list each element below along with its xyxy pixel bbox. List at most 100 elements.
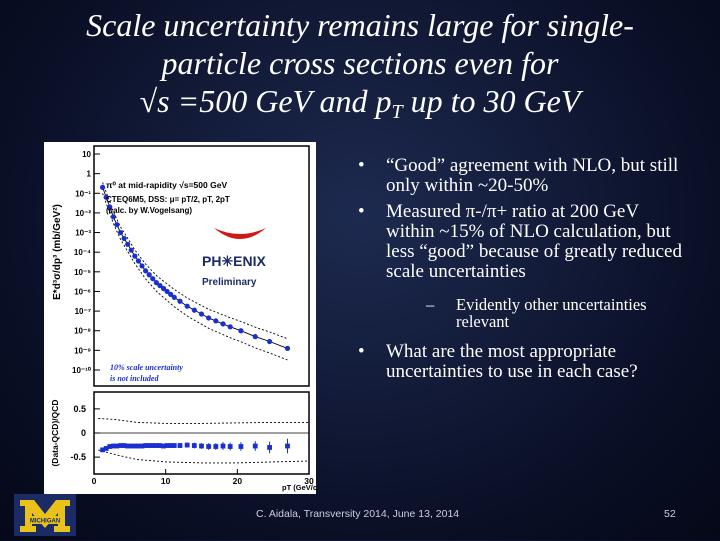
title-line-3-a: √s =500 GeV and p — [139, 83, 392, 119]
cross-section-point — [206, 315, 212, 321]
ratio-point — [164, 443, 170, 448]
ratio-point — [213, 444, 219, 449]
cross-section-point — [121, 235, 127, 242]
bottom-ytick-0: 0.5 — [73, 404, 86, 414]
annotation-process: π⁰ at mid-rapidity √s=500 GeV — [106, 180, 227, 190]
cross-section-point — [114, 222, 120, 228]
cross-section-point — [198, 311, 205, 317]
cross-section-point — [164, 288, 170, 295]
ratio-point — [220, 443, 226, 449]
cross-section-point — [117, 229, 124, 236]
bottom-ytick-1: 0 — [81, 428, 86, 438]
cross-section-point — [100, 184, 106, 190]
ratio-point — [118, 443, 123, 448]
sub-bullet: – Evidently other uncertainties relevant — [352, 296, 692, 330]
annotation-pdf: CTEQ6M5, DSS: μ= pT/2, pT, 2pT — [106, 195, 230, 204]
cross-section-point — [160, 285, 167, 292]
slide-title: Scale uncertainty remains large for sing… — [10, 6, 710, 131]
logo-text: MICHIGAN — [30, 519, 60, 525]
ratio-point — [110, 443, 116, 449]
top-ytick-label: 10⁻⁶ — [74, 287, 91, 296]
annotation-preliminary: Preliminary — [202, 277, 257, 288]
bottom-xtick-label: 30 — [304, 476, 314, 486]
annotation-scale-2: is not included — [110, 374, 159, 383]
ratio-point — [157, 443, 163, 448]
top-ylabel: E*d³σ/dp³ (mb/GeV²) — [52, 204, 63, 300]
top-ytick-label: 10⁻⁹ — [74, 346, 91, 355]
top-ytick-label: 10⁻¹ — [75, 189, 91, 198]
ratio-point — [168, 443, 174, 448]
bottom-ylabel: (Data-QCD)/QCD — [50, 399, 60, 466]
top-ytick-label: 10⁻⁴ — [74, 248, 91, 257]
cross-section-point — [128, 247, 134, 253]
cross-section-point — [107, 204, 113, 210]
ratio-point — [267, 445, 272, 450]
figure-svg: 10 1 10⁻¹ 10⁻² 10⁻³ 10⁻⁴ 10⁻⁵ 10⁻⁶ 10⁻⁷ 10⁻⁸ 10⁻⁹ 1… — [50, 145, 316, 492]
top-ytick-label: 10⁻⁷ — [75, 307, 91, 316]
cross-section-point — [191, 307, 197, 313]
ratio-point — [161, 443, 166, 449]
cross-section-point — [177, 298, 183, 304]
bullet-1: • “Good” agreement with NLO, but still o… — [352, 156, 692, 196]
ratio-point — [153, 443, 159, 448]
ratio-point — [132, 443, 138, 449]
ratio-point — [184, 442, 190, 448]
cross-section-point — [153, 280, 159, 286]
top-panel-frame — [93, 145, 310, 387]
bullet-1-text: “Good” agreement with NLO, but still onl… — [386, 155, 679, 196]
cross-section-point — [157, 282, 163, 289]
bottom-ytick-2: -0.5 — [70, 452, 86, 462]
cross-section-point — [103, 194, 109, 200]
title-subscript: T — [391, 101, 403, 123]
cross-section-point — [150, 276, 156, 282]
top-ytick-label: 10⁻⁵ — [74, 268, 91, 277]
phenix-swoosh — [214, 228, 266, 239]
cross-section-point — [171, 294, 177, 300]
bottom-xtick-label: 10 — [161, 476, 171, 486]
michigan-logo: MICHIGAN — [14, 494, 76, 536]
michigan-logo-icon: MICHIGAN — [14, 494, 76, 536]
top-ytick-label: 10⁻³ — [75, 229, 91, 238]
footer-text: C. Aidala, Transversity 2014, June 13, 2… — [256, 508, 460, 520]
bullet-list: • “Good” agreement with NLO, but still o… — [352, 156, 692, 388]
cross-section-point — [135, 258, 142, 264]
cross-section-point — [132, 253, 138, 259]
ratio-point — [136, 443, 141, 449]
ratio-point — [114, 443, 120, 449]
ratio-point — [128, 443, 134, 449]
ratio-point — [252, 443, 258, 449]
cross-section-point — [284, 345, 291, 351]
bottom-xtick-label: 20 — [233, 476, 243, 486]
annotation-scale-1: 10% scale uncertainty — [110, 363, 183, 372]
sub-bullet-marker: – — [426, 295, 435, 314]
cross-section-point — [220, 321, 226, 327]
ratio-point — [121, 443, 127, 448]
cross-section-point — [125, 241, 131, 247]
top-ytick-label: 10⁻⁸ — [74, 327, 91, 336]
bullet-marker: • — [358, 201, 365, 222]
bullet-marker: • — [358, 341, 365, 362]
ratio-point — [139, 443, 145, 449]
title-line-3-b: up to 30 GeV — [402, 83, 581, 119]
title-line-1: Scale uncertainty remains large for sing… — [86, 7, 634, 43]
ratio-point — [238, 444, 244, 449]
title-line-3: √s =500 GeV and pT up to 30 GeV — [10, 82, 710, 131]
ratio-point — [107, 444, 113, 449]
scale-band-lower — [98, 449, 310, 464]
cross-section-point — [266, 338, 273, 345]
cross-section-point — [143, 268, 149, 274]
ratio-point — [125, 443, 131, 449]
cross-section-point — [252, 334, 258, 340]
ratio-point — [143, 443, 148, 448]
ratio-point — [171, 443, 177, 448]
cross-section-point — [168, 291, 174, 297]
bullet-marker: • — [358, 155, 365, 176]
bullet-3: • What are the most appropriate uncertai… — [352, 342, 692, 382]
cross-section-point — [238, 328, 244, 334]
ratio-point — [150, 443, 156, 448]
title-line-2: particle cross sections even for — [161, 45, 559, 81]
scale-band-upper — [98, 418, 309, 424]
top-ytick-label: 1 — [87, 170, 92, 179]
ratio-point — [146, 443, 152, 448]
ratio-point — [177, 443, 183, 448]
